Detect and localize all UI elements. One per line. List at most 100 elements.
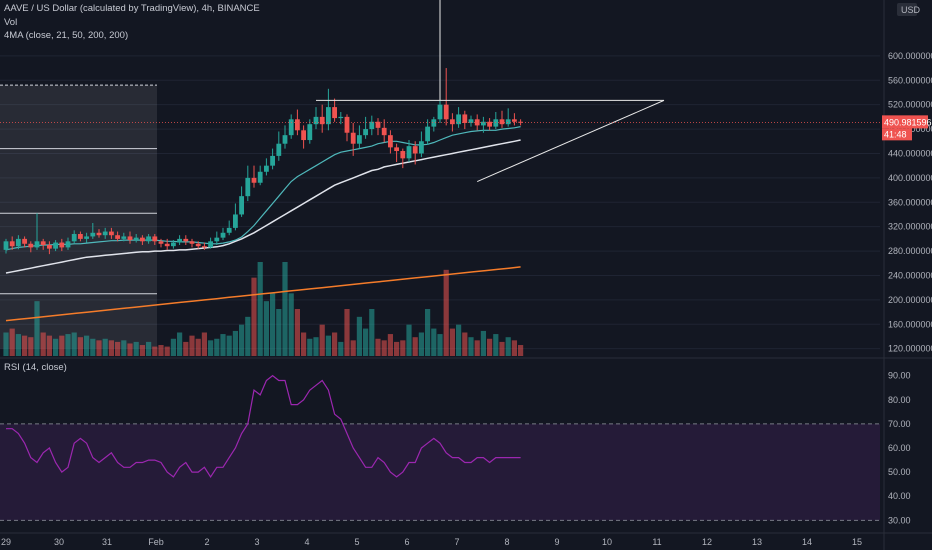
volume-bar	[400, 340, 406, 356]
candle-body	[65, 241, 71, 248]
volume-bar	[59, 335, 65, 356]
volume-bar	[34, 301, 40, 356]
candle-body	[164, 243, 170, 247]
volume-bar	[9, 328, 15, 356]
candle-body	[505, 119, 511, 125]
volume-bar	[443, 269, 449, 356]
candle-body	[456, 114, 461, 125]
time-tick-label: 13	[752, 537, 762, 547]
candle-body	[270, 155, 275, 166]
volume-bar	[332, 332, 338, 356]
volume-legend: Vol	[4, 17, 18, 28]
time-tick-label: 6	[404, 537, 409, 547]
candle-body	[295, 119, 300, 131]
rsi-tick-label: 30.00	[888, 515, 911, 525]
price-tick-label: 600.000000	[888, 51, 932, 61]
countdown-tag	[882, 128, 912, 141]
volume-bar	[108, 340, 114, 356]
volume-bar	[369, 309, 375, 356]
rsi-legend: RSI (14, close)	[4, 362, 67, 373]
candle-body	[512, 119, 517, 122]
volume-bar	[15, 334, 21, 356]
currency-badge[interactable]	[897, 3, 917, 16]
volume-bar	[96, 340, 102, 356]
volume-bar	[406, 324, 412, 356]
time-tick-label: 7	[454, 537, 459, 547]
rsi-line	[6, 374, 521, 479]
candle-body	[344, 116, 350, 133]
candle-body	[152, 236, 158, 242]
volume-bar	[214, 338, 220, 356]
volume-bar	[263, 301, 269, 356]
volume-bar	[53, 338, 59, 356]
volume-bar	[505, 337, 511, 356]
candle-body	[437, 104, 443, 120]
volume-bar	[90, 338, 96, 356]
last-price-tag	[882, 115, 928, 129]
candle-body	[183, 238, 189, 242]
candle-body	[53, 242, 58, 249]
volume-bar	[307, 338, 313, 356]
rsi-tick-label: 80.00	[888, 395, 911, 405]
candle-body	[431, 119, 437, 127]
candle-body	[202, 246, 207, 248]
shaded-region	[0, 85, 157, 349]
volume-bar	[319, 324, 325, 356]
price-tick-label: 400.000000	[888, 173, 932, 183]
volume-bar	[189, 335, 195, 356]
candle-body	[16, 238, 21, 247]
volume-bar	[270, 293, 276, 356]
time-tick-label: 31	[102, 537, 112, 547]
time-tick-label: Feb	[148, 537, 164, 547]
volume-bar	[344, 309, 350, 356]
candle-body	[450, 119, 455, 125]
volume-bar	[170, 338, 176, 356]
volume-bar	[394, 341, 400, 356]
candle-body	[282, 135, 288, 144]
time-tick-label: 10	[602, 537, 612, 547]
volume-bar	[65, 334, 71, 356]
candle-body	[22, 238, 27, 244]
volume-bar	[313, 337, 319, 356]
volume-bar	[449, 328, 455, 356]
volume-bar	[480, 330, 486, 356]
candle-body	[462, 114, 468, 123]
price-tags: 490.981596 41:48	[882, 115, 932, 141]
volume-bar	[375, 338, 381, 356]
candle-body	[375, 121, 381, 128]
candle-body	[177, 238, 182, 243]
time-tick-label: 5	[354, 537, 359, 547]
time-tick-label: 15	[852, 537, 862, 547]
rsi-overbought-oversold-band	[0, 423, 880, 521]
currency-label: USD	[901, 5, 921, 15]
volume-bar	[412, 337, 418, 356]
volume-bar	[22, 335, 28, 356]
rsi-tick-label: 90.00	[888, 371, 911, 381]
candle-body	[195, 243, 201, 247]
rsi-band	[0, 423, 880, 521]
volume-bar	[462, 332, 468, 356]
volume-bar	[363, 328, 369, 356]
volume-bar	[456, 324, 462, 356]
candle-body	[288, 119, 294, 136]
volume-bar	[350, 340, 356, 356]
volume-bar	[338, 341, 344, 356]
candle-body	[443, 104, 449, 120]
volume-bar	[487, 338, 493, 356]
support-trendline[interactable]	[477, 99, 665, 182]
volume-bar	[226, 335, 232, 356]
candle-body	[499, 119, 505, 125]
volume-bar	[208, 340, 214, 356]
candle-body	[47, 244, 52, 249]
volume-bar	[183, 341, 189, 356]
candles	[3, 68, 523, 255]
rsi-tick-label: 40.00	[888, 491, 911, 501]
candle-body	[307, 124, 313, 141]
candle-body	[487, 121, 492, 127]
candle-body	[468, 119, 474, 123]
candle-body	[158, 241, 164, 244]
volume-bar	[288, 293, 294, 356]
candle-body	[133, 237, 139, 241]
